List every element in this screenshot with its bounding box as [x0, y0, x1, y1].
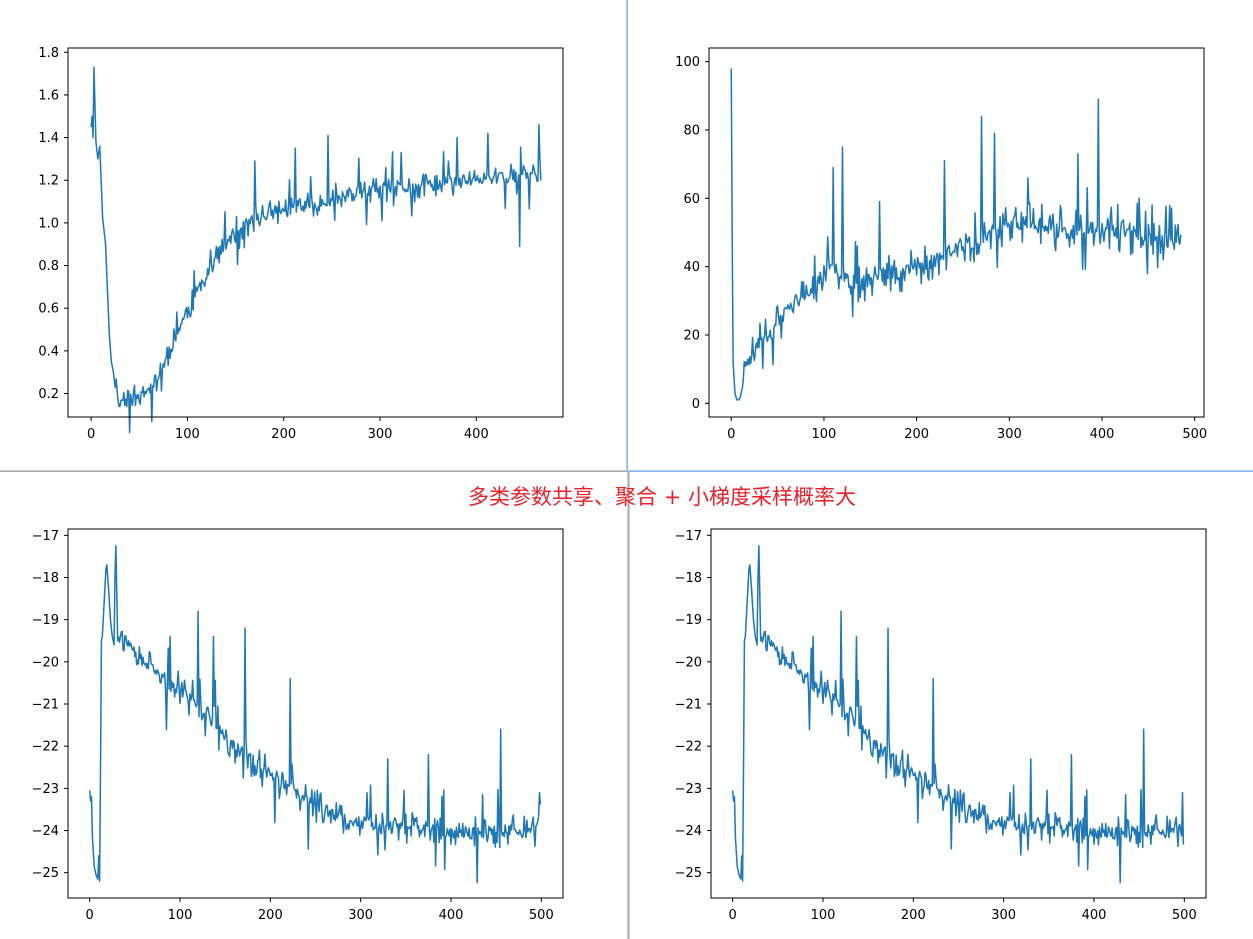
y-tick-label: −19: [32, 613, 59, 628]
plot-frame: [708, 47, 1205, 418]
x-tick-label: 400: [1090, 427, 1115, 442]
y-tick-label: −22: [675, 740, 702, 755]
y-tick-label: 1.4: [38, 131, 59, 146]
chart-panel-3: 0 100 200 300 400 500 −25 −24 −23 −22 −21 −20 −19 −18…: [0, 472, 626, 939]
y-tick-label: −22: [32, 740, 59, 755]
x-tick-label: 200: [258, 908, 283, 923]
y-tick-label: −20: [675, 655, 702, 670]
y-tick-label: 1.2: [38, 174, 59, 189]
y-tick-label: −24: [675, 824, 702, 839]
series-line: [731, 545, 1185, 884]
y-tick-label: 1.6: [38, 88, 59, 103]
series-line: [88, 545, 542, 884]
y-tick-label: 1.0: [38, 216, 59, 231]
chart-1-plot: 0 100 200 300 400 0.2 0.4 0.6 0.8 1.0 1.2 1.4 1.6 1.8: [38, 46, 564, 442]
chart-panel-4: 0 100 200 300 400 500 −25 −24 −23 −22 −21 −20 −19 −18…: [630, 472, 1253, 939]
x-tick-label: 200: [904, 427, 929, 442]
x-tick-label: 0: [729, 908, 737, 923]
y-tick-label: 0: [692, 397, 700, 412]
x-tick-label: 400: [464, 427, 489, 442]
y-tick-label: −20: [32, 655, 59, 670]
window-divider-horizontal-left[interactable]: [0, 470, 628, 472]
y-tick-label: 0.8: [38, 259, 59, 274]
y-tick-label: −18: [675, 571, 702, 586]
y-tick-label: −21: [32, 698, 59, 713]
x-tick-label: 100: [811, 908, 836, 923]
x-tick-label: 200: [271, 427, 296, 442]
x-tick-label: 200: [901, 908, 926, 923]
window-divider-vertical-top[interactable]: [626, 0, 628, 470]
y-tick-label: 80: [683, 124, 700, 139]
y-tick-label: −19: [675, 613, 702, 628]
plot-frame: [67, 528, 564, 899]
annotation-text: 多类参数共享、聚合 + 小梯度采样概率大: [468, 485, 856, 509]
x-tick-label: 400: [1082, 908, 1107, 923]
y-tick-label: −24: [32, 824, 59, 839]
chart-3-plot: 0 100 200 300 400 500 −25 −24 −23 −22 −21 −20 −19 −18…: [32, 528, 564, 923]
y-tick-label: 0.6: [38, 302, 59, 317]
y-tick-label: −17: [32, 529, 59, 544]
y-tick-label: 40: [683, 260, 700, 275]
y-tick-label: −25: [32, 866, 59, 881]
x-tick-label: 300: [991, 908, 1016, 923]
plot-frame: [710, 528, 1207, 899]
x-tick-label: 300: [348, 908, 373, 923]
x-tick-label: 100: [812, 427, 837, 442]
y-tick-label: −21: [675, 698, 702, 713]
y-tick-label: −17: [675, 529, 702, 544]
y-tick-label: −18: [32, 571, 59, 586]
y-tick-label: −23: [675, 782, 702, 797]
x-tick-label: 0: [87, 427, 95, 442]
series-line: [730, 68, 1182, 401]
x-tick-label: 300: [368, 427, 393, 442]
x-tick-label: 500: [529, 908, 554, 923]
x-tick-label: 0: [86, 908, 94, 923]
y-tick-label: −23: [32, 782, 59, 797]
x-tick-label: 500: [1172, 908, 1197, 923]
x-tick-label: 400: [439, 908, 464, 923]
series-line: [90, 66, 542, 434]
x-tick-label: 500: [1182, 427, 1207, 442]
chart-panel-2: 0 100 200 300 400 500 0 20 40 60 80 100: [628, 0, 1253, 470]
window-divider-horizontal-right[interactable]: [628, 470, 1253, 472]
y-tick-label: 0.2: [38, 387, 59, 402]
y-tick-label: 20: [683, 329, 700, 344]
window-divider-vertical-bottom[interactable]: [627, 472, 630, 939]
chart-4-plot: 0 100 200 300 400 500 −25 −24 −23 −22 −21 −20 −19 −18…: [675, 528, 1207, 923]
y-tick-label: −25: [675, 866, 702, 881]
chart-panel-1: 0 100 200 300 400 0.2 0.4 0.6 0.8 1.0 1.2 1.4 1.6 1.8: [0, 0, 626, 470]
x-tick-label: 100: [175, 427, 200, 442]
plot-frame: [67, 47, 564, 418]
x-tick-label: 300: [997, 427, 1022, 442]
chart-2-plot: 0 100 200 300 400 500 0 20 40 60 80 100: [675, 47, 1207, 442]
x-tick-label: 100: [168, 908, 193, 923]
x-tick-label: 0: [727, 427, 735, 442]
y-tick-label: 100: [675, 55, 700, 70]
y-tick-label: 60: [683, 192, 700, 207]
y-tick-label: 1.8: [38, 46, 59, 61]
y-tick-label: 0.4: [38, 344, 59, 359]
